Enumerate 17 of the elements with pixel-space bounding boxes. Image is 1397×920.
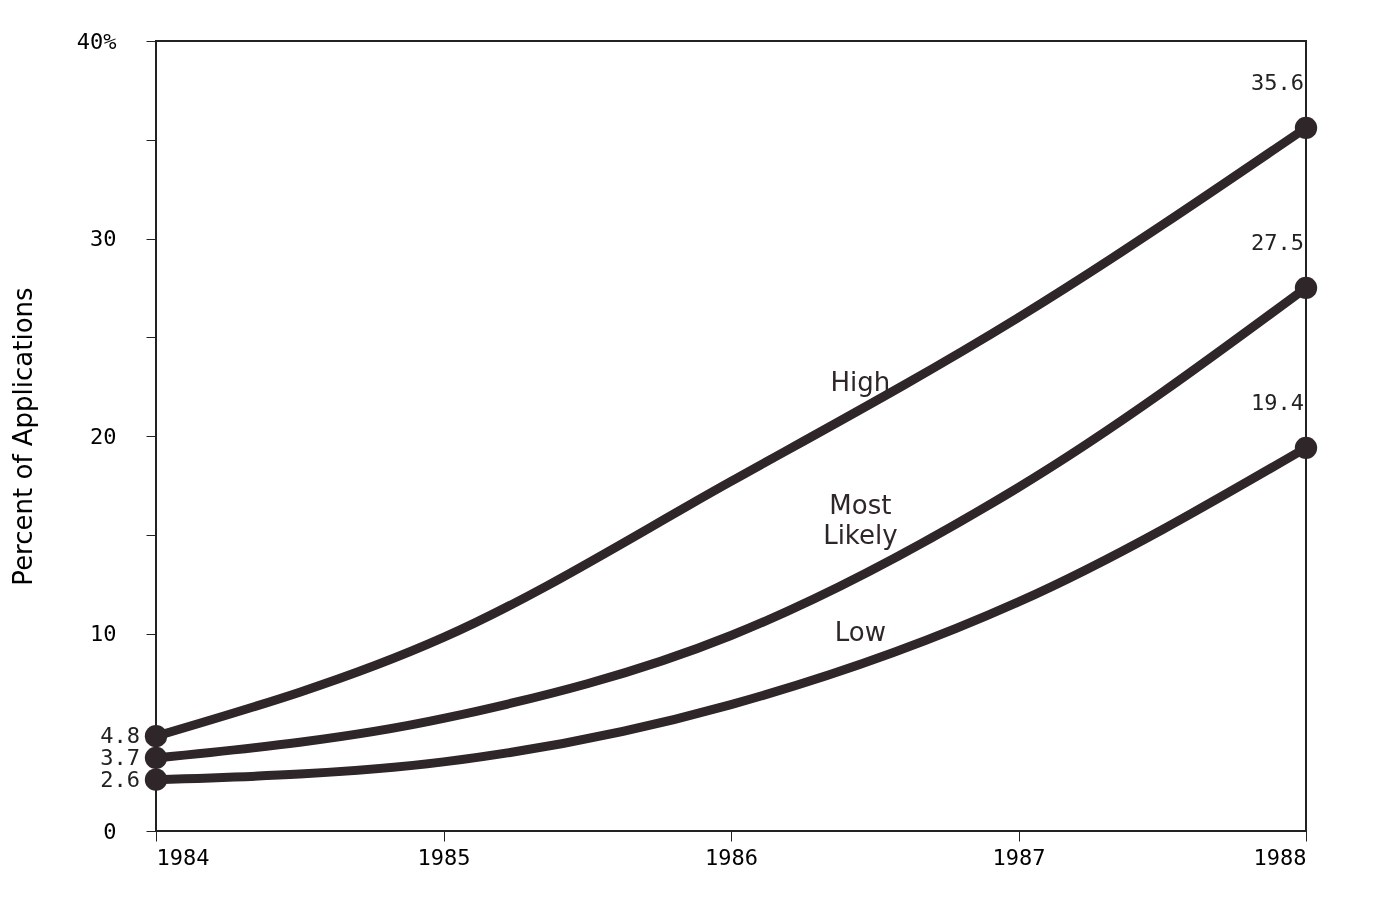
x-tick-label: 1985 bbox=[417, 844, 471, 870]
y-tick-label: 0 bbox=[103, 818, 117, 844]
data-label: 35.6 bbox=[1251, 69, 1304, 95]
series-label: Most Likely bbox=[823, 489, 898, 550]
series-label: High bbox=[830, 366, 891, 397]
x-tick-label: 1988 bbox=[1253, 844, 1307, 870]
x-tick-label: 1987 bbox=[992, 844, 1046, 870]
x-tick-label: 1986 bbox=[705, 844, 758, 870]
data-label: 27.5 bbox=[1251, 229, 1304, 255]
series-label: Low bbox=[834, 617, 886, 648]
y-tick-label: 30 bbox=[90, 226, 117, 251]
y-axis-title: Percent of Applications bbox=[7, 287, 38, 586]
y-tick-label: 20 bbox=[90, 423, 117, 449]
y-tick-label: 10 bbox=[90, 621, 117, 646]
data-label: 19.4 bbox=[1251, 389, 1304, 415]
x-tick-label: 1984 bbox=[156, 844, 210, 870]
y-tick-label: 40% bbox=[76, 28, 117, 54]
